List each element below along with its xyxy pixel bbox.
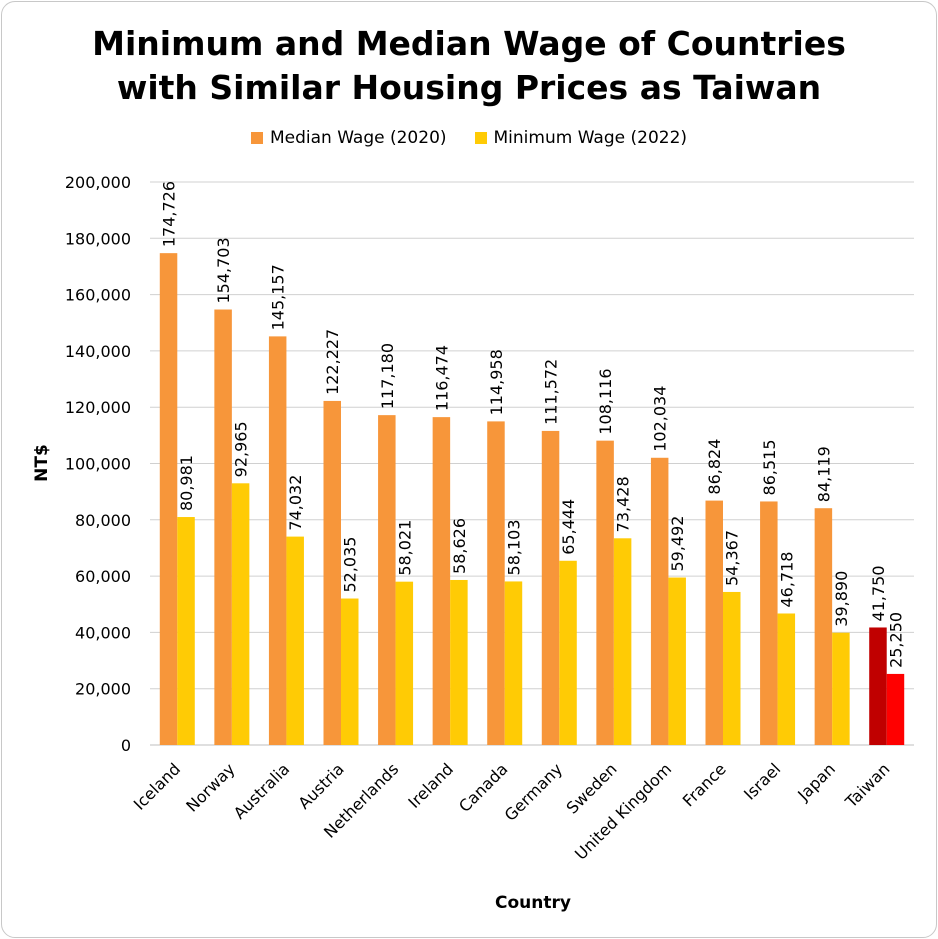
data-label: 174,726 [160,181,179,247]
data-label: 41,750 [869,565,888,621]
legend-swatch-median [250,132,263,144]
data-label: 116,474 [432,345,451,411]
data-label: 65,444 [559,499,578,555]
chart-legend: Median Wage (2020) Minimum Wage (2022) [0,128,938,148]
x-tick-label: Austria [294,759,347,812]
legend-swatch-minimum [474,132,487,144]
x-tick-label: Canada [455,759,511,815]
data-label: 117,180 [378,343,397,409]
bar-minimum-canada [504,581,523,745]
y-tick-label: 80,000 [75,511,131,530]
data-label: 74,032 [286,475,305,531]
y-tick-label: 40,000 [75,623,131,642]
x-tick-label: Germany [501,759,566,824]
bar-minimum-ireland [450,579,468,745]
bar-minimum-sweden [613,538,632,745]
data-label: 92,965 [232,421,251,477]
x-tick-label: Norway [182,759,238,815]
x-tick-label: Australia [230,759,293,822]
x-tick-label: Ireland [404,759,457,812]
y-tick-label: 160,000 [65,286,131,305]
x-tick-label: France [679,759,730,810]
data-label: 58,021 [395,520,414,576]
bar-minimum-israel [777,613,796,745]
x-tick-label: Iceland [130,759,184,813]
bar-median-israel [760,501,778,745]
data-label: 122,227 [323,329,342,395]
x-tick-label: Taiwan [841,759,894,812]
y-tick-label: 60,000 [75,567,131,586]
bar-minimum-united-kingdom [668,577,686,745]
bar-median-canada [487,421,505,745]
data-label: 52,035 [341,537,360,593]
bar-minimum-netherlands [395,581,414,745]
bar-median-netherlands [378,415,396,745]
data-label: 111,572 [542,359,561,425]
x-tick-label: Japan [793,759,839,805]
chart-title-line-2: with Similar Housing Prices as Taiwan [116,68,822,107]
data-label: 58,103 [504,519,523,575]
legend-item-median: Median Wage (2020) [250,128,447,148]
bar-median-austria [323,400,341,745]
bar-median-iceland [159,253,178,746]
bar-minimum-japan [832,632,850,745]
data-label: 54,367 [723,530,742,586]
data-label: 86,824 [705,439,724,495]
data-label: 114,958 [487,349,506,415]
data-label: 80,981 [177,455,196,511]
y-tick-label: 20,000 [75,680,131,699]
x-axis-title: Country [495,893,571,913]
data-label: 73,428 [614,476,633,532]
bar-minimum-taiwan [886,673,905,745]
data-label: 39,890 [832,571,851,627]
data-label: 108,116 [596,368,615,434]
y-tick-label: 140,000 [65,342,131,361]
chart-title-line-1: Minimum and Median Wage of Countries [92,24,846,63]
y-tick-label: 0 [121,736,131,755]
bar-median-sweden [596,440,614,745]
bar-minimum-france [723,591,741,745]
data-label: 84,119 [814,446,833,502]
bar-minimum-iceland [177,517,195,745]
y-tick-label: 180,000 [65,229,131,248]
bar-minimum-norway [231,483,250,745]
y-tick-label: 200,000 [65,173,131,192]
data-label: 154,703 [214,237,233,303]
bar-minimum-austria [341,598,359,745]
data-label: 46,718 [777,552,796,608]
legend-label-median: Median Wage (2020) [269,128,447,148]
data-label: 58,626 [450,518,469,574]
y-axis-title: NT$ [32,444,52,482]
data-label: 86,515 [760,439,779,495]
data-label: 145,157 [269,264,288,330]
y-tick-label: 100,000 [65,455,131,474]
bar-minimum-germany [559,560,577,745]
bar-median-united-kingdom [650,457,669,745]
bar-median-france [705,500,723,745]
bar-minimum-australia [286,536,304,745]
bar-median-taiwan [869,627,887,745]
legend-label-minimum: Minimum Wage (2022) [493,128,688,148]
x-tick-label: United Kingdom [571,759,675,863]
y-tick-label: 120,000 [65,398,131,417]
bar-median-japan [814,508,833,745]
chart-title: Minimum and Median Wage of Countries wit… [0,22,938,110]
x-tick-label: Israel [740,759,784,803]
bar-median-australia [268,336,287,745]
bar-median-norway [214,309,232,745]
bar-median-ireland [432,417,451,745]
data-label: 102,034 [651,386,670,452]
bar-median-germany [541,430,560,745]
data-label: 25,250 [886,612,905,668]
legend-item-minimum: Minimum Wage (2022) [474,128,688,148]
data-label: 59,492 [668,516,687,572]
